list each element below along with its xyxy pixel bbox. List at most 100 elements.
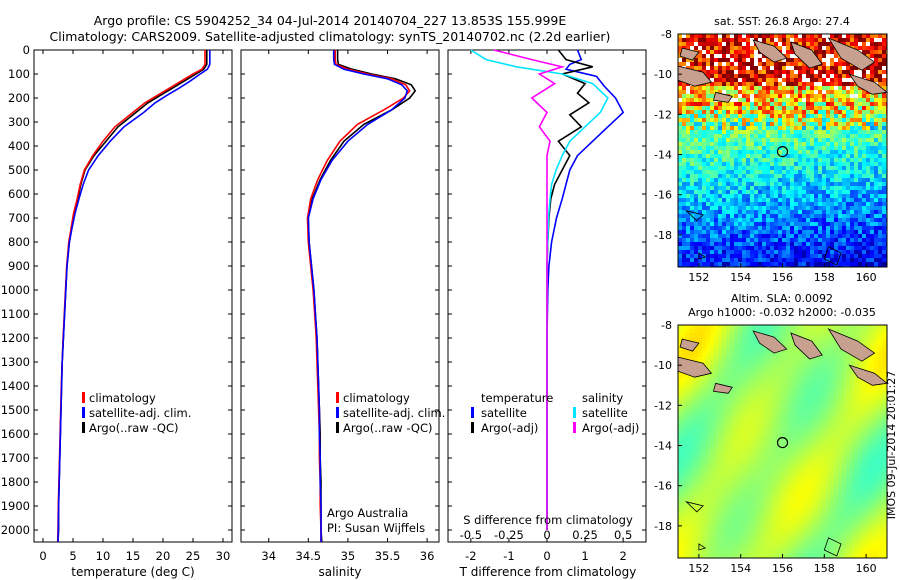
map-cell (830, 62, 834, 66)
map-cell (766, 98, 770, 102)
map-cell (754, 150, 758, 154)
map-cell (714, 413, 718, 417)
map-cell (754, 349, 758, 353)
map-cell (694, 409, 698, 413)
map-cell (690, 202, 694, 206)
map-cell (726, 377, 730, 381)
map-cell (746, 349, 750, 353)
map-cell (862, 242, 866, 246)
map-cell (846, 42, 850, 46)
map-cell (698, 377, 702, 381)
map-cell (862, 365, 866, 369)
map-cell (710, 186, 714, 190)
map-cell (842, 94, 846, 98)
map-cell (862, 138, 866, 142)
map-cell (762, 214, 766, 218)
map-cell (686, 186, 690, 190)
map-cell (798, 82, 802, 86)
map-cell (854, 325, 858, 329)
map-cell (802, 381, 806, 385)
map-cell (754, 54, 758, 58)
map-cell (734, 102, 738, 106)
map-cell (730, 158, 734, 162)
map-cell (730, 365, 734, 369)
map-cell (798, 202, 802, 206)
map-cell (706, 262, 710, 266)
map-cell (814, 146, 818, 150)
map-cell (882, 437, 886, 441)
map-cell (862, 174, 866, 178)
map-cell (818, 437, 822, 441)
map-cell (870, 138, 874, 142)
map-cell (710, 38, 714, 42)
map-cell (866, 357, 870, 361)
map-cell (698, 246, 702, 250)
map-cell (682, 186, 686, 190)
map-cell (698, 254, 702, 258)
map-cell (858, 106, 862, 110)
map-cell (774, 122, 778, 126)
map-cell (882, 118, 886, 122)
map-cell (830, 122, 834, 126)
map-cell (814, 365, 818, 369)
map-cell (714, 158, 718, 162)
map-cell (842, 433, 846, 437)
map-cell (774, 385, 778, 389)
map-cell (734, 341, 738, 345)
map-cell (822, 106, 826, 110)
map-cell (678, 142, 682, 146)
map-cell (714, 393, 718, 397)
map-cell (734, 146, 738, 150)
map-cell (746, 110, 750, 114)
map-cell (810, 82, 814, 86)
map-cell (790, 413, 794, 417)
map-cell (718, 254, 722, 258)
map-cell (754, 74, 758, 78)
map-cell (838, 210, 842, 214)
map-cell (778, 234, 782, 238)
map-cell (710, 353, 714, 357)
map-cell (782, 349, 786, 353)
map-cell (818, 405, 822, 409)
map-cell (738, 365, 742, 369)
map-cell (854, 46, 858, 50)
map-cell (818, 118, 822, 122)
map-cell (794, 325, 798, 329)
map-cell (874, 158, 878, 162)
map-cell (718, 373, 722, 377)
map-cell (838, 437, 842, 441)
map-cell (830, 417, 834, 421)
map-cell (834, 34, 838, 38)
map-cell (798, 114, 802, 118)
map-cell (870, 413, 874, 417)
map-cell (774, 365, 778, 369)
map-cell (754, 373, 758, 377)
map-cell (766, 162, 770, 166)
map-cell (874, 162, 878, 166)
map-cell (818, 397, 822, 401)
map-cell (794, 94, 798, 98)
map-cell (710, 381, 714, 385)
map-cell (754, 429, 758, 433)
map-cell (874, 238, 878, 242)
map-cell (682, 170, 686, 174)
map-cell (706, 42, 710, 46)
map-cell (746, 94, 750, 98)
map-cell (822, 170, 826, 174)
map-cell (822, 401, 826, 405)
y-tick-label: 700 (8, 211, 30, 225)
map-cell (778, 425, 782, 429)
map-cell (762, 182, 766, 186)
map-cell (786, 353, 790, 357)
map-cell (842, 254, 846, 258)
map-cell (842, 62, 846, 66)
map-cell (766, 377, 770, 381)
map-cell (782, 78, 786, 82)
map-cell (850, 254, 854, 258)
map-cell (758, 66, 762, 70)
map-cell (838, 82, 842, 86)
map-cell (746, 202, 750, 206)
map-cell (678, 150, 682, 154)
map-cell (818, 162, 822, 166)
map-cell (682, 405, 686, 409)
